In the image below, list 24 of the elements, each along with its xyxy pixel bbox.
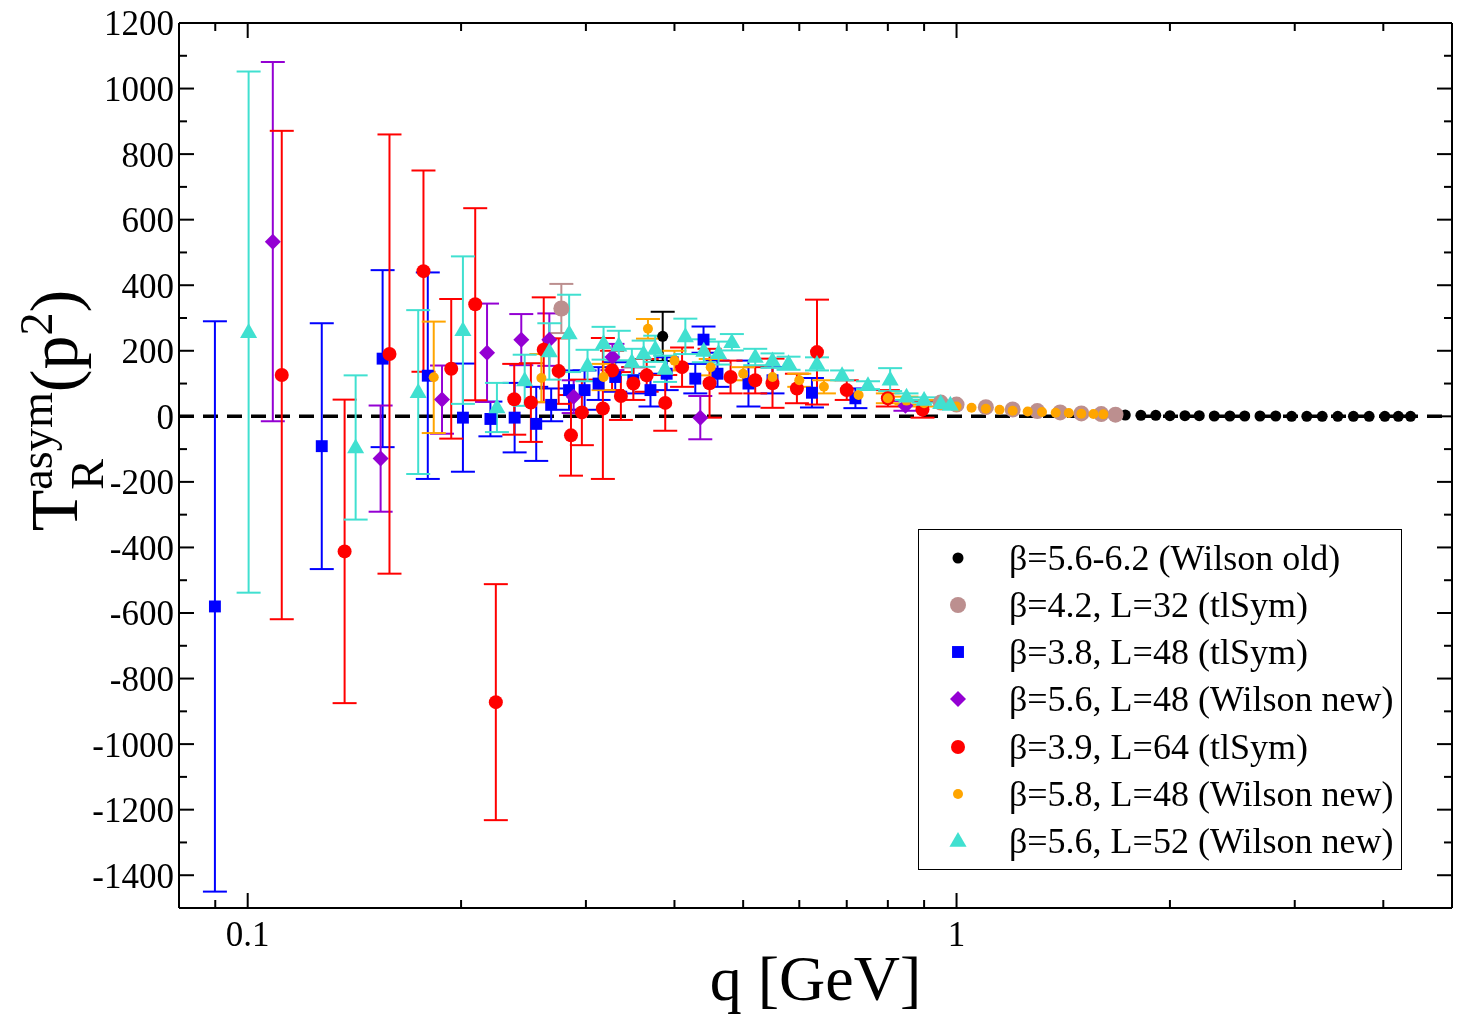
- legend-label: β=5.8, L=48 (Wilson new): [1009, 773, 1394, 816]
- y-tick-label: 0: [156, 397, 174, 437]
- y-tick-label: -800: [109, 659, 174, 699]
- y-tick-label: 600: [121, 201, 174, 241]
- y-tick-label: -200: [109, 463, 174, 503]
- y-tick-label: 400: [121, 266, 174, 306]
- y-tick-label: -1200: [92, 791, 174, 831]
- legend-label: β=3.8, L=48 (tlSym): [1009, 631, 1308, 674]
- y-tick-label: -600: [109, 594, 174, 634]
- legend-label: β=5.6-6.2 (Wilson old): [1009, 536, 1341, 579]
- legend-label: β=3.9, L=64 (tlSym): [1009, 725, 1308, 768]
- x-tick-label: 0.1: [225, 914, 270, 954]
- y-tick-label: 1000: [104, 69, 174, 109]
- y-tick-label: 1200: [104, 4, 174, 44]
- y-tick-label: -400: [109, 528, 174, 568]
- x-axis-title: q [GeV]: [709, 943, 922, 1014]
- legend-label: β=5.6, L=52 (Wilson new): [1009, 820, 1394, 863]
- legend-label: β=5.6, L=48 (Wilson new): [1009, 678, 1394, 721]
- legend-label: β=4.2, L=32 (tlSym): [1009, 583, 1308, 626]
- y-tick-label: -1400: [92, 856, 174, 896]
- y-tick-label: 800: [121, 135, 174, 175]
- y-tick-label: 200: [121, 332, 174, 372]
- x-tick-label: 1: [947, 914, 966, 954]
- y-tick-label: -1000: [92, 725, 174, 765]
